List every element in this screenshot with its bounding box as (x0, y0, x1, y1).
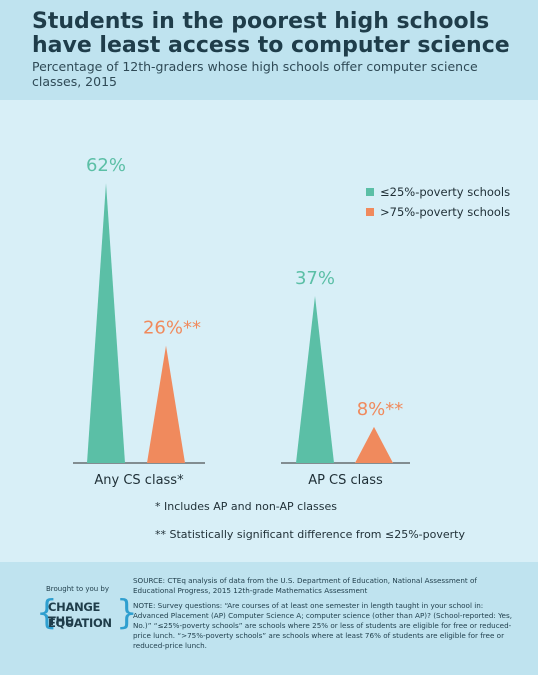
data-label: 26%** (143, 318, 201, 339)
logo-line-2: EQUATION (48, 616, 112, 630)
bar-mark (355, 426, 393, 463)
bar-mark (147, 345, 185, 463)
legend-label: >75%-poverty schools (380, 205, 510, 219)
note-text: NOTE: Survey questions: “Are courses of … (133, 601, 512, 650)
legend-label: ≤25%-poverty schools (380, 185, 510, 199)
source-text: SOURCE: CTEq analysis of data from the U… (133, 576, 477, 595)
data-label: 62% (86, 155, 126, 176)
footer-band (0, 562, 538, 675)
footnote-asterisk: * Includes AP and non-AP classes (155, 500, 337, 513)
page-title: Students in the poorest high schools hav… (32, 9, 510, 58)
change-the-equation-logo: { CHANGE THE EQUATION } (36, 593, 138, 638)
brought-to-you-by: Brought to you by (46, 585, 110, 593)
logo-line-1: CHANGE THE (48, 600, 101, 628)
chart-panel (0, 100, 538, 562)
chart: Any CS class* 62% 26%** AP CS class 37% 8%** ≤… (73, 155, 510, 488)
footnote-double-asterisk: ** Statistically significant difference … (155, 528, 465, 541)
header-band (0, 0, 538, 100)
page-subtitle: Percentage of 12th-graders whose high sc… (32, 59, 478, 89)
logo-brace-left: { (36, 593, 58, 633)
bar-mark (296, 295, 334, 463)
data-label: 37% (295, 268, 335, 289)
x-tick-label: AP CS class (308, 473, 383, 488)
legend-swatch (366, 208, 374, 216)
data-label: 8%** (357, 399, 404, 420)
bar-mark (87, 183, 125, 463)
legend-swatch (366, 188, 374, 196)
x-tick-label: Any CS class* (94, 473, 184, 488)
logo-brace-right: } (116, 593, 138, 633)
